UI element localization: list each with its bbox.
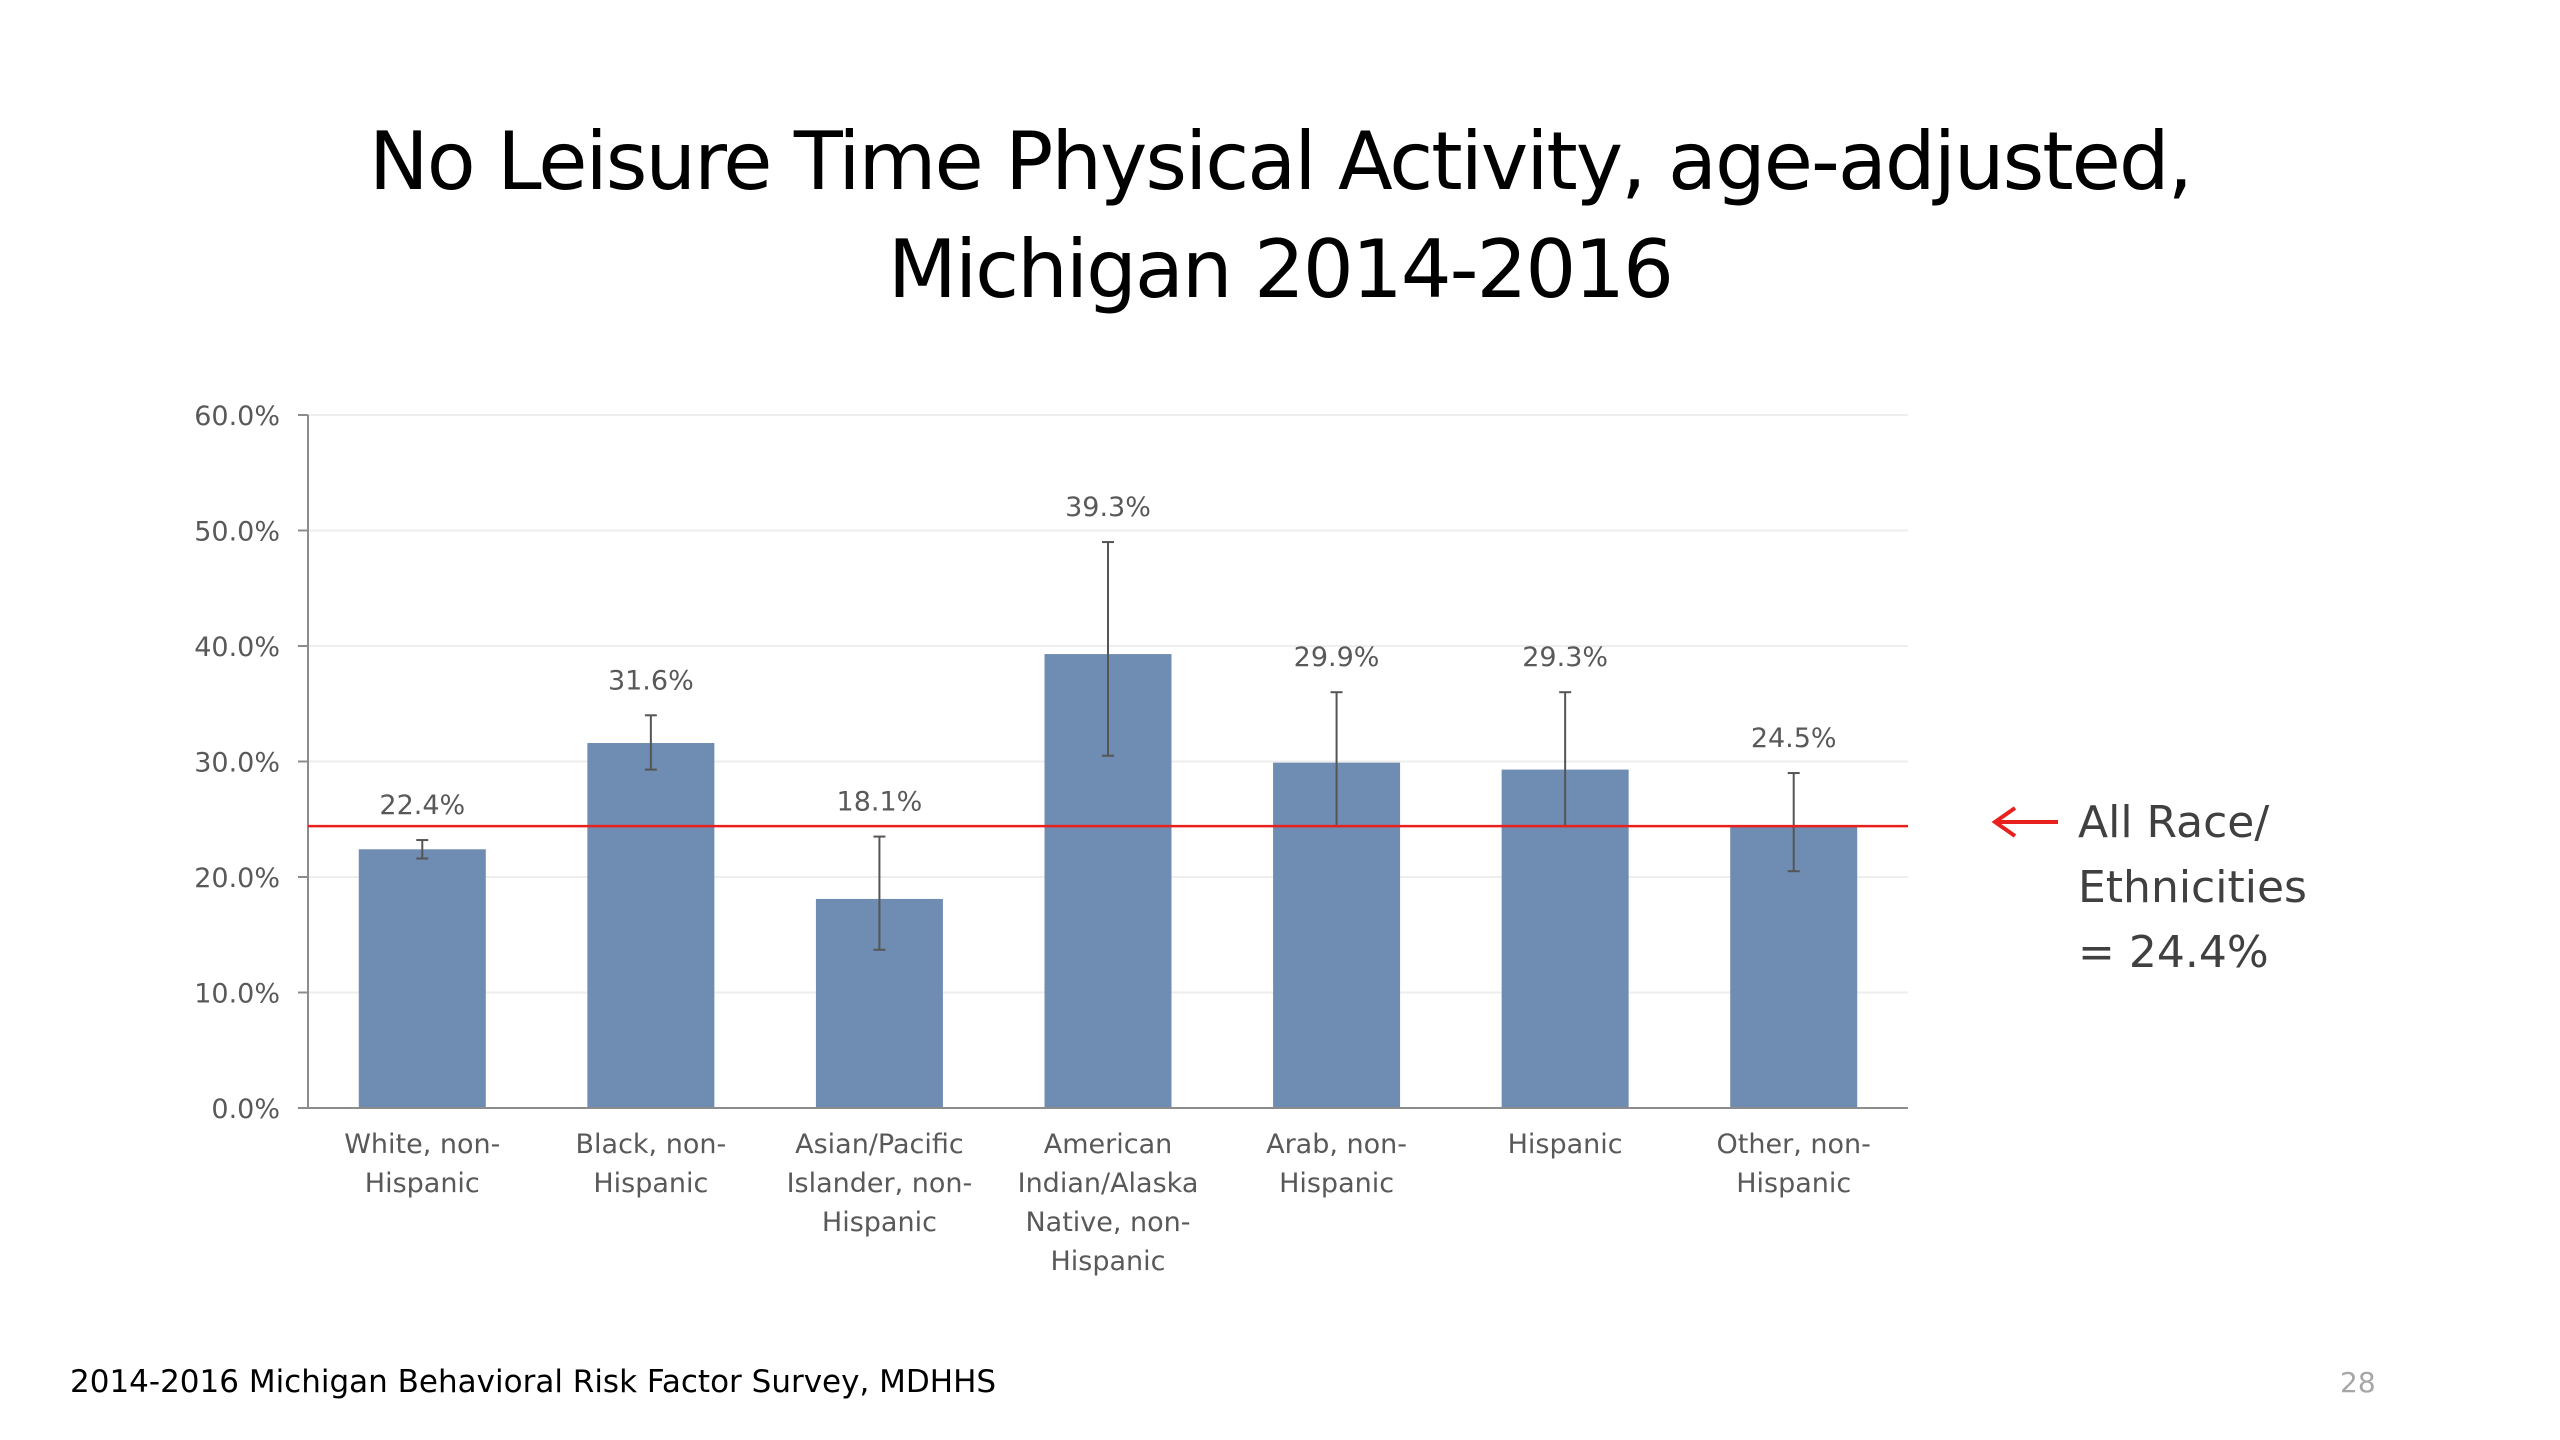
reference-arrow-head [1991,806,2017,838]
y-tick-label: 40.0% [194,632,280,663]
data-label: 39.3% [1065,492,1151,523]
y-tick-label: 30.0% [194,748,280,779]
y-tick-label: 0.0% [211,1094,280,1125]
x-tick-label: Hispanic [822,1207,937,1238]
reference-line-note: All Race/ Ethnicities = 24.4% [2078,790,2307,985]
note-line-3: = 24.4% [2078,927,2269,978]
note-line-2: Ethnicities [2078,862,2307,913]
y-tick-label: 10.0% [194,979,280,1010]
data-label: 31.6% [608,665,694,696]
bar [358,849,486,1108]
data-label: 22.4% [379,790,465,821]
x-tick-label: Hispanic [1279,1168,1394,1199]
x-tick-label: Hispanic [1736,1168,1851,1199]
data-label: 18.1% [837,787,923,818]
title-line-2: Michigan 2014-2016 [887,223,1674,316]
x-tick-label: American [1044,1129,1173,1160]
x-tick-label: Asian/Pacific [795,1129,964,1160]
x-tick-label: Indian/Alaska [1018,1168,1199,1199]
source-footnote: 2014-2016 Michigan Behavioral Risk Facto… [70,1364,997,1400]
x-tick-label: Hispanic [1050,1246,1165,1277]
x-tick-label: Native, non- [1025,1207,1190,1238]
x-tick-label: Black, non- [576,1129,727,1160]
x-tick-label: White, non- [344,1129,500,1160]
page-number: 28 [2340,1366,2376,1399]
data-label: 29.3% [1522,642,1608,673]
y-tick-label: 20.0% [194,863,280,894]
x-tick-label: Islander, non- [787,1168,973,1199]
data-label: 29.9% [1294,642,1380,673]
x-tick-label: Other, non- [1717,1129,1871,1160]
x-tick-label: Hispanic [365,1168,480,1199]
bar [587,743,715,1108]
x-tick-label: Hispanic [593,1168,708,1199]
y-tick-label: 60.0% [194,401,280,432]
title-line-1: No Leisure Time Physical Activity, age-a… [368,115,2193,208]
data-label: 24.5% [1751,723,1837,754]
x-tick-label: Arab, non- [1266,1129,1407,1160]
slide-title: No Leisure Time Physical Activity, age-a… [0,108,2560,324]
x-tick-label: Hispanic [1508,1129,1623,1160]
note-line-1: All Race/ [2078,797,2270,848]
y-tick-label: 50.0% [194,517,280,548]
